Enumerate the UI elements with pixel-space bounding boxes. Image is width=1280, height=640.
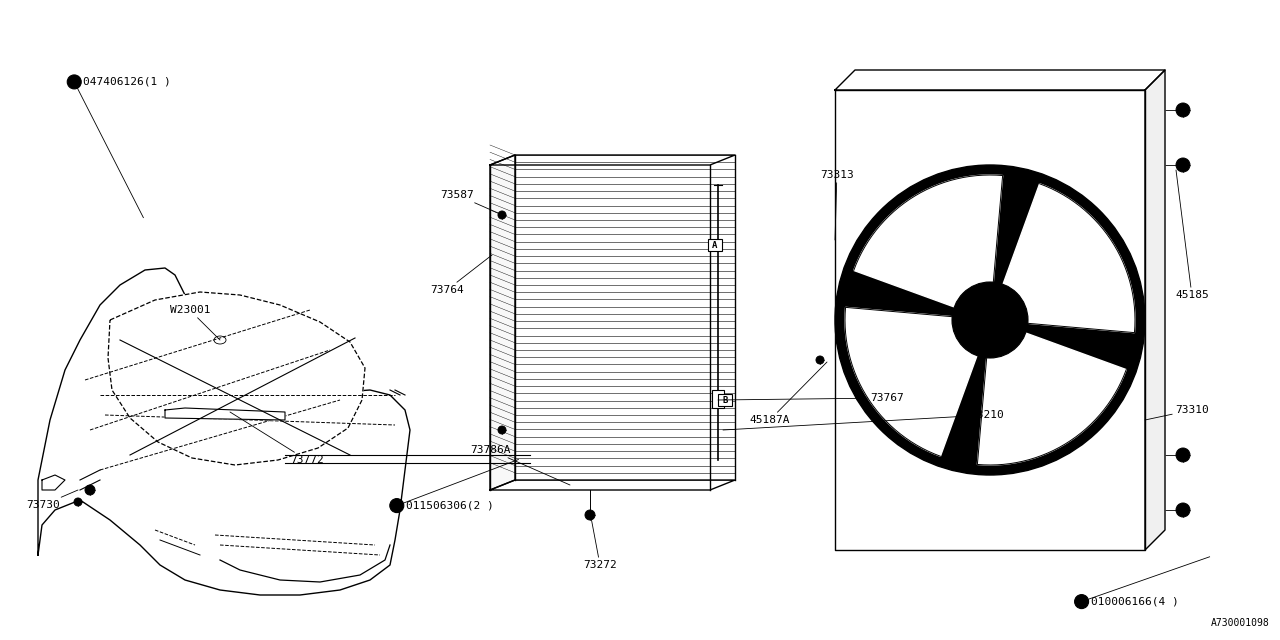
- Text: 73587: 73587: [440, 190, 498, 213]
- Circle shape: [1075, 595, 1088, 609]
- Text: 73730: 73730: [27, 490, 78, 510]
- Text: 73210: 73210: [723, 410, 1004, 430]
- Circle shape: [498, 426, 506, 434]
- Polygon shape: [835, 70, 1165, 90]
- Text: 73772: 73772: [230, 412, 324, 465]
- Polygon shape: [1146, 70, 1165, 550]
- Polygon shape: [845, 307, 979, 456]
- Text: B: B: [394, 501, 399, 510]
- Circle shape: [390, 499, 403, 513]
- Circle shape: [1176, 103, 1190, 117]
- Bar: [718, 394, 732, 406]
- Polygon shape: [835, 90, 1146, 550]
- Circle shape: [835, 165, 1146, 475]
- Circle shape: [84, 485, 95, 495]
- Text: B: B: [722, 396, 728, 404]
- Polygon shape: [978, 330, 1126, 465]
- Circle shape: [74, 498, 82, 506]
- Polygon shape: [1000, 184, 1135, 333]
- Text: W23001: W23001: [169, 305, 220, 340]
- Circle shape: [68, 75, 81, 89]
- Circle shape: [1176, 158, 1190, 172]
- Text: A730001098: A730001098: [1211, 618, 1270, 628]
- Polygon shape: [490, 155, 735, 165]
- Circle shape: [817, 356, 824, 364]
- Circle shape: [1176, 448, 1190, 462]
- Text: 73764: 73764: [430, 255, 492, 295]
- Text: 010006166(4 ): 010006166(4 ): [1091, 596, 1179, 607]
- Polygon shape: [165, 408, 285, 420]
- Circle shape: [498, 211, 506, 219]
- Circle shape: [980, 310, 1000, 330]
- Text: 73272: 73272: [584, 512, 617, 570]
- Text: 73310: 73310: [1146, 405, 1208, 420]
- Bar: [712, 390, 724, 408]
- Circle shape: [1176, 503, 1190, 517]
- Text: 73313: 73313: [820, 170, 854, 240]
- Circle shape: [585, 510, 595, 520]
- Text: 047406126(1 ): 047406126(1 ): [83, 77, 172, 87]
- Text: 73767: 73767: [718, 393, 904, 403]
- Polygon shape: [490, 480, 735, 490]
- Bar: [708, 239, 722, 251]
- Text: 45187A: 45187A: [750, 362, 827, 425]
- Text: 011506306(2 ): 011506306(2 ): [406, 500, 494, 511]
- Text: A: A: [712, 241, 718, 250]
- Polygon shape: [490, 155, 515, 490]
- Text: B: B: [72, 77, 77, 86]
- Circle shape: [952, 282, 1028, 358]
- Polygon shape: [854, 175, 1002, 310]
- Polygon shape: [108, 292, 365, 465]
- Text: 45185: 45185: [1175, 170, 1208, 300]
- Circle shape: [968, 298, 1012, 342]
- Text: B: B: [1079, 597, 1084, 606]
- Text: 73786A: 73786A: [470, 445, 570, 485]
- Polygon shape: [42, 475, 65, 490]
- Polygon shape: [38, 268, 410, 595]
